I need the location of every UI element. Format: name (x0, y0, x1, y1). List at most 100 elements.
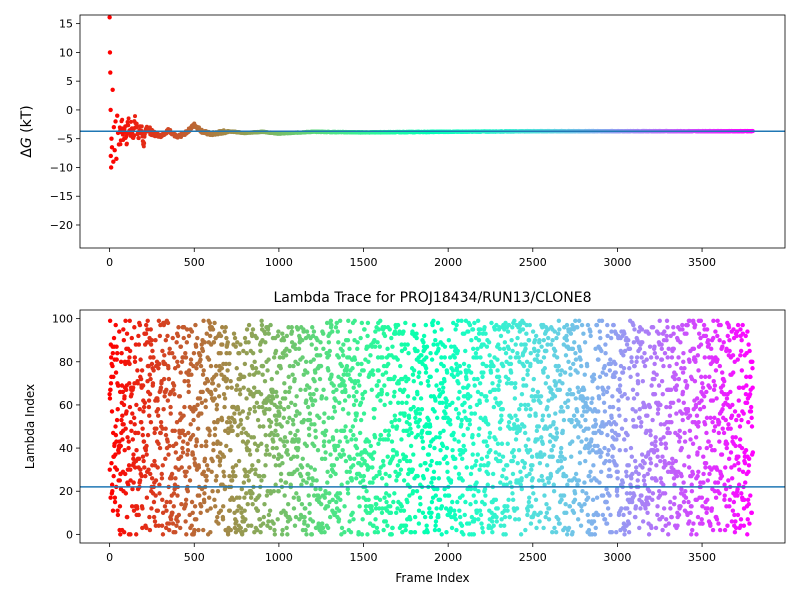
lambda-point (517, 407, 522, 412)
lambda-point (353, 417, 358, 423)
lambda-point (200, 389, 205, 395)
lambda-point (139, 473, 144, 479)
lambda-point (538, 400, 543, 405)
lambda-point (408, 426, 413, 431)
lambda-point (554, 335, 559, 341)
lambda-point (392, 417, 398, 423)
lambda-point (584, 409, 589, 414)
lambda-point (341, 378, 346, 384)
lambda-point (239, 430, 244, 436)
lambda-point (364, 489, 369, 494)
lambda-point (247, 448, 252, 453)
lambda-point (461, 385, 466, 390)
lambda-point (309, 482, 314, 487)
lambda-point (455, 415, 461, 421)
lambda-point (164, 499, 169, 505)
lambda-point (228, 448, 233, 453)
lambda-point (184, 469, 189, 475)
lambda-point (547, 506, 552, 511)
lambda-point (204, 478, 209, 483)
lambda-point (168, 517, 174, 522)
lambda-point (463, 499, 468, 505)
lambda-point (218, 333, 224, 339)
lambda-point (241, 348, 246, 354)
lambda-point (436, 527, 442, 533)
lambda-point (336, 340, 341, 345)
lambda-point (394, 424, 400, 429)
lambda-point (190, 510, 195, 515)
lambda-point (414, 335, 419, 341)
lambda-point (208, 363, 214, 369)
lambda-point (263, 340, 268, 345)
lambda-point (420, 428, 425, 434)
lambda-point (237, 411, 242, 416)
lambda-point (415, 432, 421, 438)
lambda-point (419, 353, 424, 358)
lambda-point (220, 517, 226, 522)
lambda-point (172, 355, 177, 360)
lambda-point (436, 476, 442, 481)
lambda-point (434, 415, 440, 421)
lambda-point (127, 361, 132, 367)
lambda-point (172, 366, 178, 371)
lambda-point (496, 374, 502, 380)
lambda-point (405, 342, 410, 347)
lambda-point (573, 318, 578, 323)
lambda-point (309, 422, 314, 427)
lambda-point (273, 463, 279, 468)
lambda-point (423, 322, 429, 328)
lambda-point (192, 527, 197, 533)
lambda-point (576, 435, 581, 440)
lambda-point (510, 497, 516, 503)
lambda-point (510, 471, 516, 477)
lambda-point (183, 473, 188, 479)
lambda-point (525, 512, 530, 518)
lambda-point (512, 517, 518, 522)
y-tick-label: 15 (59, 18, 73, 31)
lambda-point (512, 318, 517, 323)
lambda-point (395, 322, 401, 328)
lambda-point (509, 415, 514, 421)
lambda-point (468, 471, 474, 477)
lambda-point (535, 389, 541, 395)
lambda-point (334, 499, 339, 505)
lambda-point (275, 456, 281, 462)
lambda-point (567, 387, 572, 393)
lambda-point (311, 478, 316, 483)
lambda-point (327, 514, 333, 520)
lambda-point (550, 530, 555, 535)
lambda-point (295, 361, 301, 367)
lambda-point (175, 519, 180, 524)
lambda-point (409, 430, 414, 436)
lambda-point (385, 454, 390, 459)
lambda-point (386, 432, 391, 438)
lambda-point (269, 400, 274, 405)
lambda-point (605, 506, 611, 511)
lambda-point (529, 467, 534, 472)
lambda-point (307, 385, 312, 390)
lambda-point (485, 482, 490, 487)
lambda-point (334, 387, 339, 393)
lambda-point (340, 348, 345, 354)
lambda-point (547, 439, 553, 444)
lambda-point (206, 495, 212, 500)
lambda-point (284, 448, 290, 453)
lambda-point (557, 327, 562, 332)
lambda-point (282, 396, 288, 401)
lambda-point (149, 361, 155, 367)
lambda-point (495, 441, 501, 446)
lambda-point (246, 340, 251, 345)
lambda-point (472, 376, 477, 382)
lambda-point (351, 402, 357, 408)
lambda-point (523, 443, 529, 449)
lambda-point (235, 407, 241, 412)
lambda-point (483, 493, 488, 498)
lambda-point (336, 355, 342, 360)
lambda-point (158, 430, 163, 436)
lambda-point (390, 525, 395, 531)
lambda-point (435, 486, 440, 492)
lambda-point (469, 411, 474, 416)
lambda-point (526, 402, 531, 408)
lambda-point (252, 359, 257, 364)
lambda-point (377, 344, 382, 349)
